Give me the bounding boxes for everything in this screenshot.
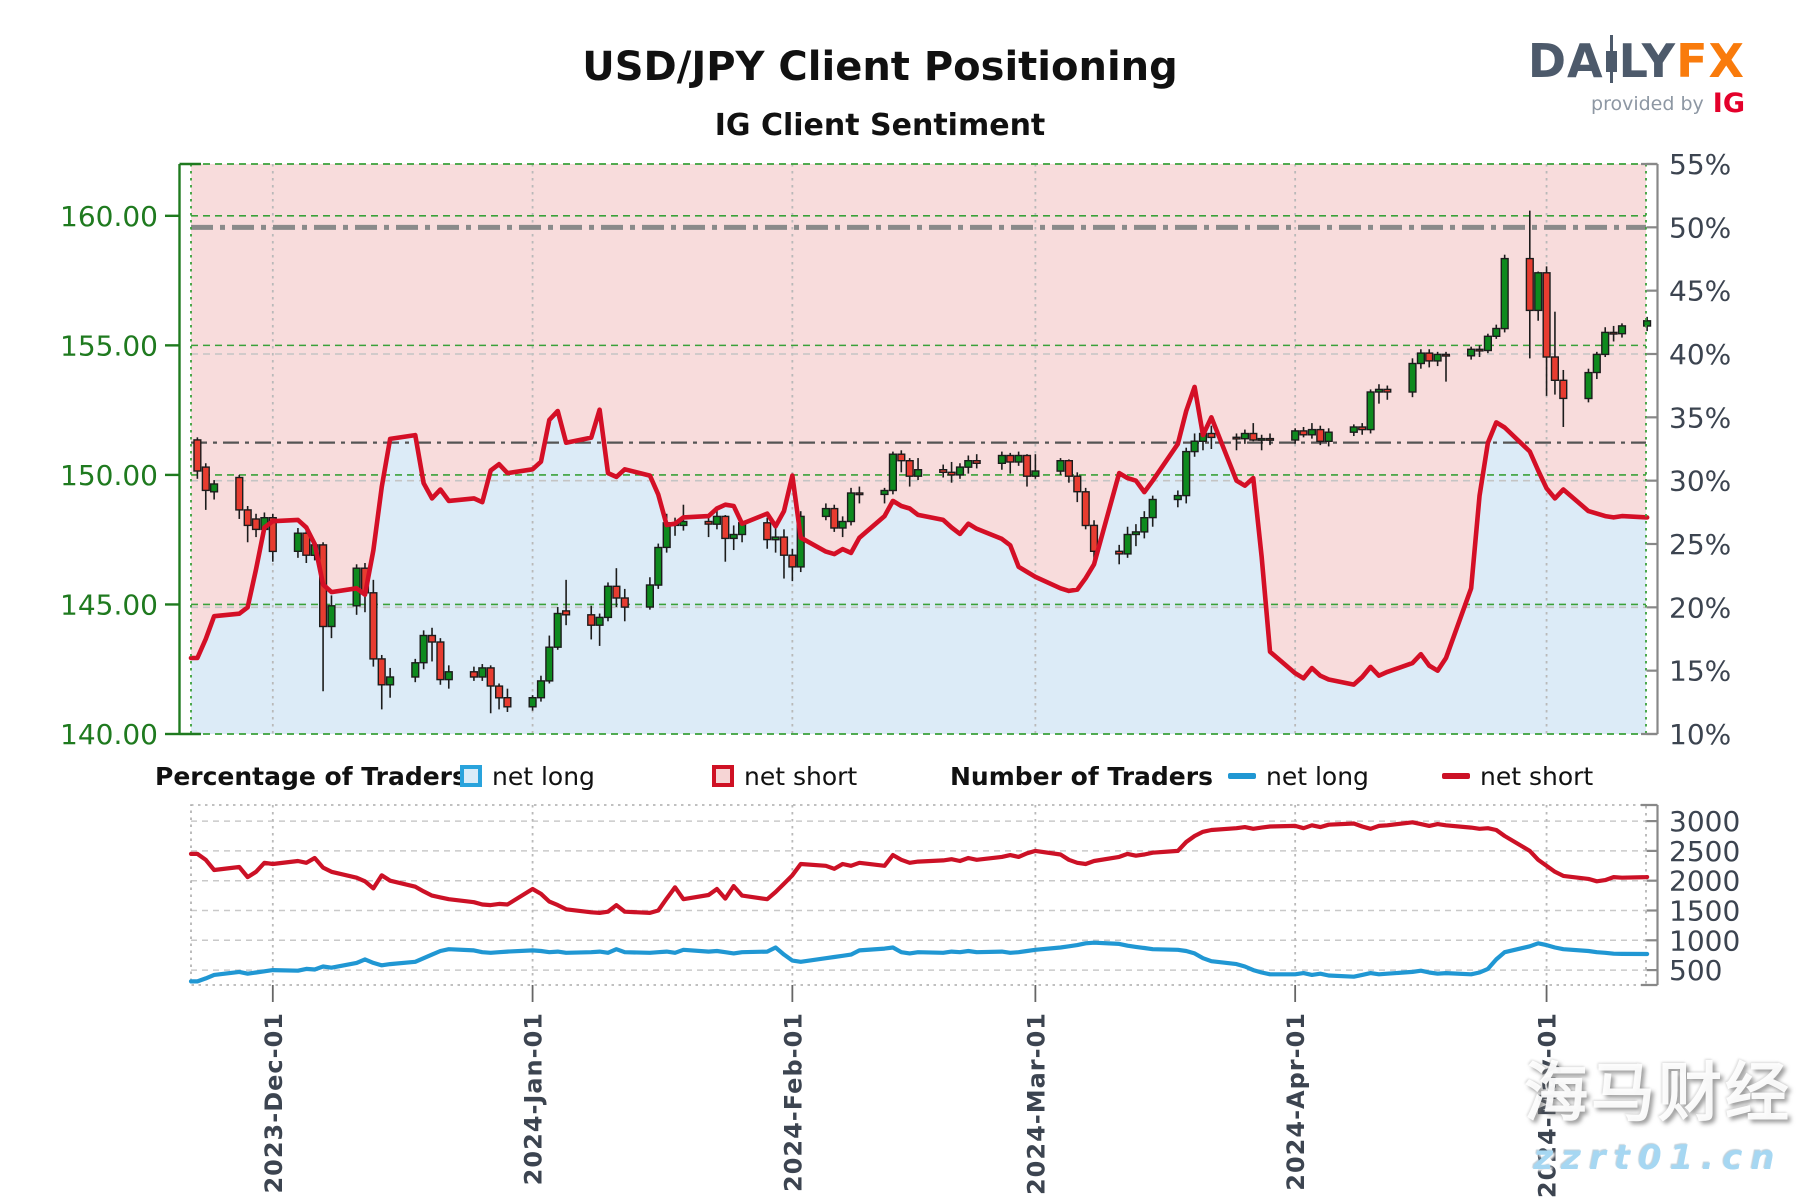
dailyfx-logo: DA LYFX provided by IG xyxy=(1528,35,1745,117)
date-tick-label: 2023-Dec-01 xyxy=(260,1012,288,1194)
legend-label: net short xyxy=(1480,761,1594,791)
pct-tick-label: 50% xyxy=(1669,211,1731,244)
dailyfx-wordmark: DA LYFX xyxy=(1528,35,1745,84)
provided-by-text: provided by xyxy=(1591,93,1704,115)
pct-tick-label: 10% xyxy=(1669,718,1731,751)
legend-num-net-short: net short xyxy=(1442,758,1593,794)
price-tick-label: 160.00 xyxy=(60,200,158,233)
logo-text-fx: FX xyxy=(1676,34,1745,88)
logo-text-ly: LY xyxy=(1618,34,1677,88)
pct-tick-label: 30% xyxy=(1669,465,1731,498)
page-title: USD/JPY Client Positioning xyxy=(582,44,1178,90)
ig-logo: IG xyxy=(1712,88,1745,119)
watermark-cn-text: 海马财经 xyxy=(1524,1057,1792,1131)
date-tick-label: 2024-Feb-01 xyxy=(779,1012,807,1192)
net-short-pct-line xyxy=(188,384,1650,687)
price-tick-label: 150.00 xyxy=(60,459,158,492)
price-tick-label: 140.00 xyxy=(60,718,158,751)
count-tick-label: 1500 xyxy=(1669,894,1740,927)
legend-pct-net-short: net short xyxy=(712,758,857,794)
count-tick-label: 500 xyxy=(1669,954,1722,987)
legend-label: net long xyxy=(1266,761,1369,791)
legend-num-title: Number of Traders xyxy=(950,761,1213,791)
sentiment-fill-areas xyxy=(191,164,1648,734)
chart-legend: Percentage of Traders net long net short… xyxy=(0,758,1800,794)
price-tick-label: 145.00 xyxy=(60,588,158,621)
logo-provided-by: provided by IG xyxy=(1528,90,1745,117)
chart-subtitle: IG Client Sentiment xyxy=(714,108,1046,143)
legend-label: net short xyxy=(744,761,858,791)
count-tick-label: 3000 xyxy=(1669,805,1740,838)
count-tick-label: 2000 xyxy=(1669,865,1740,898)
legend-pct-net-long: net long xyxy=(460,758,595,794)
legend-pct-title: Percentage of Traders xyxy=(155,761,467,791)
pct-tick-label: 35% xyxy=(1669,401,1731,434)
net-long-line-icon xyxy=(1228,773,1256,779)
legend-num-net-long: net long xyxy=(1228,758,1369,794)
traders-net-long-line xyxy=(188,940,1650,984)
net-short-swatch-icon xyxy=(712,765,734,787)
legend-label: net long xyxy=(492,761,595,791)
pct-tick-label: 45% xyxy=(1669,275,1731,308)
date-axis: 2023-Dec-01 2024-Jan-01 2024-Feb-01 2024-Ma… xyxy=(260,985,1562,1198)
pct-axis: 10% 15% 20% 25% 30% 35% 40% 45% 50% 55% xyxy=(1641,148,1731,751)
date-tick-label: 2024-Apr-01 xyxy=(1282,1012,1310,1191)
logo-text-da: DA xyxy=(1527,34,1604,88)
pct-tick-label: 20% xyxy=(1669,591,1731,624)
pct-tick-label: 55% xyxy=(1669,148,1731,181)
traders-net-short-line xyxy=(188,820,1650,916)
candlestick-icon xyxy=(1605,35,1617,83)
watermark: 海马财经 zzrt01.cn xyxy=(1524,1042,1792,1178)
pct-tick-label: 25% xyxy=(1669,528,1731,561)
date-tick-label: 2024-Mar-01 xyxy=(1022,1012,1050,1195)
watermark-site-text: zzrt01.cn xyxy=(1533,1138,1783,1178)
pct-gridlines xyxy=(191,353,1646,609)
price-tick-label: 155.00 xyxy=(60,329,158,362)
candlesticks xyxy=(193,210,1652,714)
traders-count-gridlines xyxy=(190,804,1647,986)
price-gridlines xyxy=(191,215,1646,606)
net-short-line-icon xyxy=(1442,773,1470,779)
count-tick-label: 2500 xyxy=(1669,835,1740,868)
net-long-swatch-icon xyxy=(460,765,482,787)
date-tick-label: 2024-Jan-01 xyxy=(520,1012,548,1185)
price-axis: 140.00 145.00 150.00 155.00 160.00 xyxy=(60,162,201,751)
pct-tick-label: 15% xyxy=(1669,655,1731,688)
count-tick-label: 1000 xyxy=(1669,924,1740,957)
date-tick-label: 2024-May-01 xyxy=(1534,1012,1562,1198)
main-plot-border xyxy=(190,163,1647,735)
pct-tick-label: 40% xyxy=(1669,338,1731,371)
